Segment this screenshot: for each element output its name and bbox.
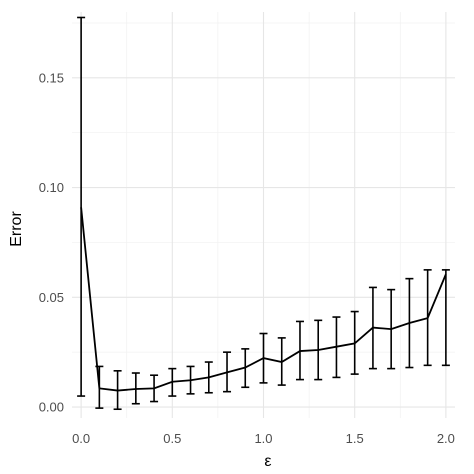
y-tick-label: 0.15 [39,70,64,85]
series-line-layer [80,207,447,392]
x-tick-label: 1.5 [346,431,364,446]
x-tick-label: 1.0 [254,431,272,446]
series-line [80,207,447,392]
y-axis-title: Error [8,211,25,247]
x-tick-label: 2.0 [437,431,455,446]
y-tick-label: 0.10 [39,180,64,195]
y-tick-label: 0.05 [39,290,64,305]
y-tick-label: 0.00 [39,400,64,415]
x-tick-label: 0.5 [163,431,181,446]
y-tick-labels: 0.00 0.05 0.10 0.15 [39,70,64,414]
x-tick-labels: 0.0 0.5 1.0 1.5 2.0 [72,431,455,446]
x-axis-title: ε [264,453,271,470]
x-tick-label: 0.0 [72,431,90,446]
